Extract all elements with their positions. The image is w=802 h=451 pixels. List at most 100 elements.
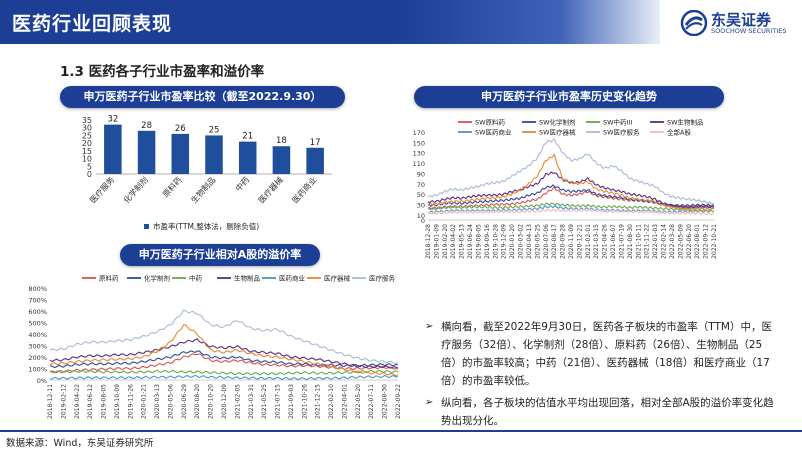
legend-label: SW生物制品	[667, 118, 704, 127]
bar	[104, 124, 122, 174]
x-tick-label: 2020-03-13	[154, 384, 161, 419]
pe-history-chart-title: 申万医药子行业市盈率历史变化趋势	[414, 86, 724, 108]
logo-text-en: SOOCHOW SECURITIES	[711, 27, 787, 35]
x-tick-label: 原料药	[160, 175, 183, 200]
bar	[306, 147, 324, 174]
x-tick-label: 2018-12-11	[47, 384, 54, 419]
bullet-horizontal: ➢ 横向看，截至2022年9月30日，医药各子板块的市盈率（TTM）中，医疗服务…	[425, 318, 777, 390]
series-line	[428, 208, 715, 216]
x-tick-label: 2019-02-20	[442, 224, 449, 259]
legend-label: 原料药	[99, 274, 119, 283]
company-logo: 东吴证券 SOOCHOW SECURITIES	[680, 8, 795, 38]
x-tick-label: 2019-11-26	[127, 384, 134, 419]
arrow-bullet-icon: ➢	[425, 397, 434, 408]
x-tick-label: 2019-06-24	[467, 224, 474, 259]
y-tick-label: 0	[87, 170, 92, 179]
bar-value-label: 28	[141, 121, 152, 131]
x-tick-label: 2020-07-06	[543, 224, 550, 259]
x-tick-label: 2020-08-17	[551, 224, 558, 259]
x-tick-label: 2022-06-20	[686, 224, 693, 259]
pe-history-line-chart-svg: 010 30 50 70 90 110 130 150 170 2018-12-28 2019-01…	[413, 118, 718, 259]
logo-mark-icon	[680, 10, 708, 36]
x-tick-label: 2019-08-05	[101, 384, 108, 419]
bullet-text: 横向看，截至2022年9月30日，医药各子板块的市盈率（TTM）中，医疗服务（3…	[441, 321, 772, 387]
bar	[171, 133, 190, 174]
bar-value-label: 17	[310, 138, 321, 148]
y-tick-label: 30	[82, 124, 92, 133]
bar	[238, 141, 257, 174]
legend-label: 医疗服务	[369, 274, 396, 283]
bar-value-label: 18	[276, 136, 287, 146]
x-tick-label: 医疗器械	[256, 175, 285, 205]
series-line	[49, 369, 399, 376]
header: 医药行业回顾表现 东吴证券 SOOCHOW SECURITIES	[0, 0, 802, 44]
x-tick-label: 2022-02-10	[328, 384, 335, 419]
x-tick-label: 2022-07-11	[368, 384, 375, 419]
legend-label: SW中药III	[603, 118, 632, 127]
series-line	[49, 309, 399, 364]
x-tick-label: 2022-10-21	[711, 224, 718, 259]
y-tick-label: 25	[82, 131, 92, 140]
y-tick-label: 150	[413, 139, 425, 147]
bar	[205, 135, 223, 174]
x-tick-label: 2020-03-02	[518, 224, 525, 259]
x-tick-label: 2021-10-26	[301, 384, 308, 419]
legend-swatch	[144, 224, 149, 229]
data-source: 数据来源：Wind，东吴证券研究所	[6, 438, 154, 449]
bar	[137, 130, 156, 174]
x-tick-label: 2019-09-16	[484, 224, 491, 259]
legend-label: 化学制剂	[144, 274, 170, 283]
x-tick-label: 2020-08-20	[194, 384, 201, 419]
x-tick-label: 医疗服务	[87, 175, 116, 205]
x-tick-label: 2022-02-14	[661, 224, 668, 259]
x-tick-label: 2022-08-30	[382, 384, 389, 419]
x-tick-label: 2022-03-28	[669, 224, 676, 259]
y-tick-label: 130	[413, 150, 425, 158]
y-tick-label: 30	[417, 201, 425, 209]
x-tick-label: 生物制品	[189, 175, 218, 205]
x-tick-label: 2022-04-01	[341, 384, 348, 419]
x-tick-label: 2021-07-19	[618, 224, 625, 259]
y-tick-label: 700%	[28, 297, 47, 305]
y-tick-label: 110	[413, 160, 425, 168]
x-tick-label: 2019-04-22	[74, 384, 81, 419]
x-tick-label: 2019-02-12	[60, 384, 67, 419]
legend-label: 医药商业	[279, 274, 306, 283]
series-line	[427, 186, 715, 210]
y-tick-label: 170	[413, 129, 425, 137]
y-tick-label: 800%	[28, 285, 47, 293]
legend-label: 医疗器械	[324, 274, 351, 283]
x-tick-label: 2022-09-22	[395, 384, 402, 419]
x-tick-label: 2022-05-20	[355, 384, 362, 419]
x-tick-label: 化学制剂	[121, 175, 150, 205]
y-tick-label: 5	[87, 162, 92, 171]
commentary: ➢ 横向看，截至2022年9月30日，医药各子板块的市盈率（TTM）中，医疗服务…	[425, 318, 777, 434]
x-tick-label: 2022-09-12	[703, 224, 710, 259]
y-tick-label: 300%	[28, 343, 47, 351]
x-tick-label: 2021-11-22	[644, 224, 651, 259]
x-tick-label: 2020-05-25	[534, 224, 541, 259]
legend-label: 市盈率(TTM,整体法，剔除负值)	[153, 221, 259, 231]
y-tick-label: 20	[82, 139, 92, 148]
x-tick-label: 2022-05-09	[677, 224, 684, 259]
y-tick-label: 400%	[28, 331, 47, 339]
legend-label: SW医疗器械	[539, 128, 576, 137]
legend-label: SW医药商业	[475, 128, 512, 137]
series-line	[427, 137, 715, 205]
x-tick-label: 2022-01-03	[652, 224, 659, 259]
y-tick-label: 200%	[28, 354, 47, 362]
bar-value-label: 26	[175, 124, 186, 134]
x-tick-label: 2019-06-12	[87, 384, 94, 419]
x-tick-label: 2021-03-15	[593, 224, 600, 259]
x-tick-label: 2021-05-25	[261, 384, 268, 419]
x-tick-label: 2021-08-30	[627, 224, 634, 259]
legend-label: SW原料药	[475, 118, 506, 127]
premium-chart-title: 申万医药子行业相对A股的溢价率	[120, 244, 320, 266]
x-tick-label: 2020-10-20	[208, 384, 215, 419]
series-line	[427, 153, 715, 213]
arrow-bullet-icon: ➢	[425, 321, 434, 332]
series-line	[49, 323, 399, 377]
x-tick-label: 2019-10-28	[492, 224, 499, 259]
legend-label: 生物制品	[234, 274, 260, 283]
y-tick-label: 10	[417, 212, 425, 220]
